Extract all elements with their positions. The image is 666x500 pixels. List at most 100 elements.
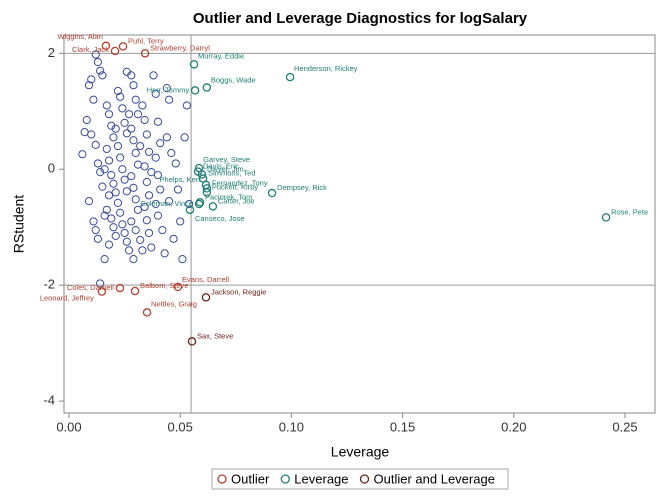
- point: [98, 71, 107, 80]
- point: [91, 140, 100, 150]
- point: [189, 60, 199, 69]
- point: [187, 337, 197, 346]
- point: [153, 170, 163, 180]
- point-label: Jackson, Reggie: [211, 287, 266, 296]
- x-tick-label: 0.05: [168, 419, 193, 434]
- point: [133, 110, 143, 119]
- point: [194, 199, 204, 209]
- point: [109, 223, 118, 232]
- legend-marker: [217, 474, 227, 484]
- point: [601, 213, 611, 222]
- point: [124, 110, 134, 119]
- point: [98, 182, 107, 191]
- point-label: Paciorek, Tom: [205, 192, 252, 201]
- point: [101, 41, 111, 51]
- x-tick-label: 0.10: [279, 419, 304, 434]
- point: [118, 165, 127, 174]
- legend-label: Outlier and Leverage: [374, 471, 495, 486]
- point: [97, 287, 107, 296]
- point: [115, 283, 125, 293]
- point: [136, 235, 145, 245]
- point: [202, 83, 212, 92]
- point: [142, 216, 151, 225]
- point-label: Puckett, Kirby: [212, 182, 259, 191]
- point: [151, 89, 160, 98]
- legend-label: Outlier: [231, 471, 270, 486]
- point: [78, 150, 87, 159]
- point: [82, 115, 91, 125]
- point: [153, 117, 163, 126]
- point-label: Phelps, Ken: [160, 175, 200, 184]
- point: [109, 179, 118, 188]
- point: [120, 118, 129, 127]
- legend-marker: [280, 474, 290, 484]
- point-label: Sax, Steve: [197, 331, 233, 340]
- point-label: Davis, Eric: [203, 162, 239, 171]
- point: [100, 165, 109, 174]
- point: [180, 133, 189, 142]
- point: [109, 133, 118, 142]
- point: [127, 124, 136, 133]
- x-axis-label: Leverage: [331, 444, 390, 460]
- point: [111, 188, 120, 197]
- point: [96, 168, 105, 177]
- point: [107, 214, 116, 223]
- point-label: Puhl, Terry: [128, 36, 164, 45]
- point-label: Garvey, Steve: [203, 155, 250, 164]
- point: [202, 188, 212, 197]
- point-label: Clark, Jack: [72, 45, 109, 54]
- point: [131, 226, 140, 235]
- point: [142, 177, 151, 187]
- point: [285, 72, 295, 82]
- point: [138, 101, 147, 110]
- point-label: Fernandez, Tony: [212, 178, 268, 187]
- point: [104, 191, 114, 200]
- point: [113, 86, 123, 96]
- point-label: Coleman, Vince: [140, 199, 193, 208]
- point: [149, 71, 158, 80]
- legend-marker: [359, 474, 370, 484]
- point-label: Boggs, Wade: [211, 76, 256, 85]
- point-label: Henderson, Rickey: [294, 64, 358, 73]
- point: [91, 50, 100, 59]
- point-label: Dwyer, Jim: [207, 164, 244, 173]
- point: [133, 205, 143, 214]
- point: [140, 162, 149, 171]
- point: [118, 104, 127, 113]
- point: [120, 175, 129, 184]
- point: [111, 231, 120, 241]
- point: [156, 185, 165, 194]
- legend-frame: [211, 468, 509, 490]
- y-tick-label: -4: [43, 393, 55, 408]
- point: [120, 228, 129, 238]
- x-tick-label: 0.25: [612, 419, 637, 434]
- point: [151, 153, 160, 162]
- point: [131, 195, 140, 204]
- y-tick-label: 2: [48, 45, 55, 60]
- point: [140, 202, 149, 212]
- point: [162, 133, 171, 142]
- point: [93, 159, 103, 168]
- legend-label: Leverage: [294, 471, 348, 486]
- point: [129, 81, 138, 90]
- point-label: Canseco, Jose: [195, 214, 245, 223]
- point: [118, 220, 127, 229]
- point-label: Simmons, Ted: [208, 169, 255, 178]
- point: [122, 129, 131, 138]
- point: [182, 101, 191, 110]
- point: [164, 95, 174, 104]
- point: [111, 124, 120, 133]
- point: [169, 234, 178, 243]
- point-label: Nettles, Graig: [151, 299, 197, 308]
- point: [102, 101, 111, 110]
- point: [178, 254, 187, 264]
- point: [122, 67, 131, 76]
- point-label: Balboni, Steve: [140, 281, 188, 290]
- point: [124, 246, 134, 255]
- point: [156, 139, 165, 148]
- point: [160, 249, 169, 258]
- point: [104, 110, 114, 119]
- point: [173, 282, 183, 292]
